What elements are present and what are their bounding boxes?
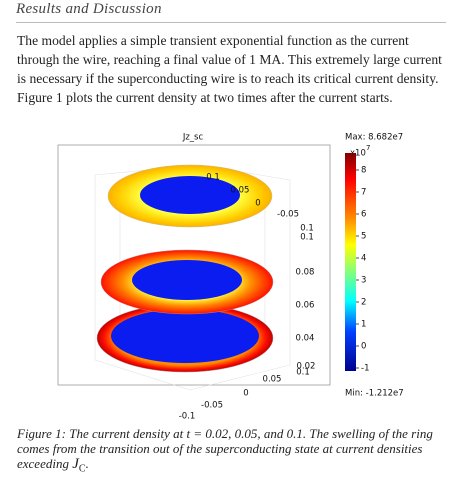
caption-symbol: J (72, 456, 79, 472)
colorbar (345, 153, 356, 371)
axis-label: 0 (243, 389, 248, 399)
colorbar-base: x10 (350, 149, 366, 159)
disk-middle-core (132, 260, 242, 300)
caption-end: . (85, 456, 89, 471)
axis-label: 0.1 (300, 224, 314, 234)
caption-text: Figure 1: The current density at t = 0.0… (17, 426, 433, 471)
colorbar-ticks: 8 7 6 5 4 3 2 1 0 -1 (356, 166, 369, 374)
colorbar-tick-label: 8 (361, 166, 366, 176)
colorbar-tick-label: 3 (361, 276, 366, 286)
section-heading: Results and Discussion (16, 1, 162, 17)
axis-label: -0.1 (179, 412, 196, 421)
colorbar-tick-label: 0 (361, 342, 366, 352)
disk-top-core (140, 176, 240, 214)
axis-label: 0.1 (300, 233, 314, 243)
colorbar-tick-label: 5 (361, 232, 366, 242)
caption: Figure 1: The current density at t = 0.0… (17, 426, 457, 477)
axis-label: -0.05 (277, 210, 299, 220)
axis-label: 0.1 (206, 173, 220, 183)
max-label: Max: 8.682e7 (345, 133, 403, 143)
figure: Jz_sc 0.10.050-0.050.10.10.080.060.040.0… (57, 133, 404, 421)
colorbar-tick-label: 2 (361, 298, 366, 308)
axis-label: 0.05 (263, 375, 282, 385)
axis-label: 0.05 (231, 186, 250, 196)
colorbar-tick-label: 6 (361, 210, 366, 220)
axis-label: 0.02 (297, 362, 316, 372)
figure-title: Jz_sc (182, 133, 204, 143)
caption-subscript: C (78, 463, 86, 475)
disk-bottom-core (111, 309, 259, 363)
axis-label: 0 (255, 199, 260, 209)
axis-label: 0.04 (296, 334, 315, 344)
min-label: Min: -1.212e7 (345, 389, 404, 399)
colorbar-tick-label: -1 (361, 364, 369, 374)
axis-label: 0.08 (296, 268, 315, 278)
colorbar-tick-label: 7 (361, 188, 366, 198)
axis-label: 0.1 (296, 368, 310, 378)
heading-rule (16, 22, 446, 23)
colorbar-tick-label: 4 (361, 254, 366, 264)
axis-label: -0.05 (201, 401, 223, 411)
axis-labels: 0.10.050-0.050.10.10.080.060.040.020.10.… (179, 173, 316, 421)
paragraph: The model applies a simple transient exp… (17, 33, 442, 105)
colorbar-exponent: 7 (366, 144, 370, 152)
colorbar-tick-label: 1 (361, 320, 366, 330)
axis-label: 0.06 (296, 301, 315, 311)
